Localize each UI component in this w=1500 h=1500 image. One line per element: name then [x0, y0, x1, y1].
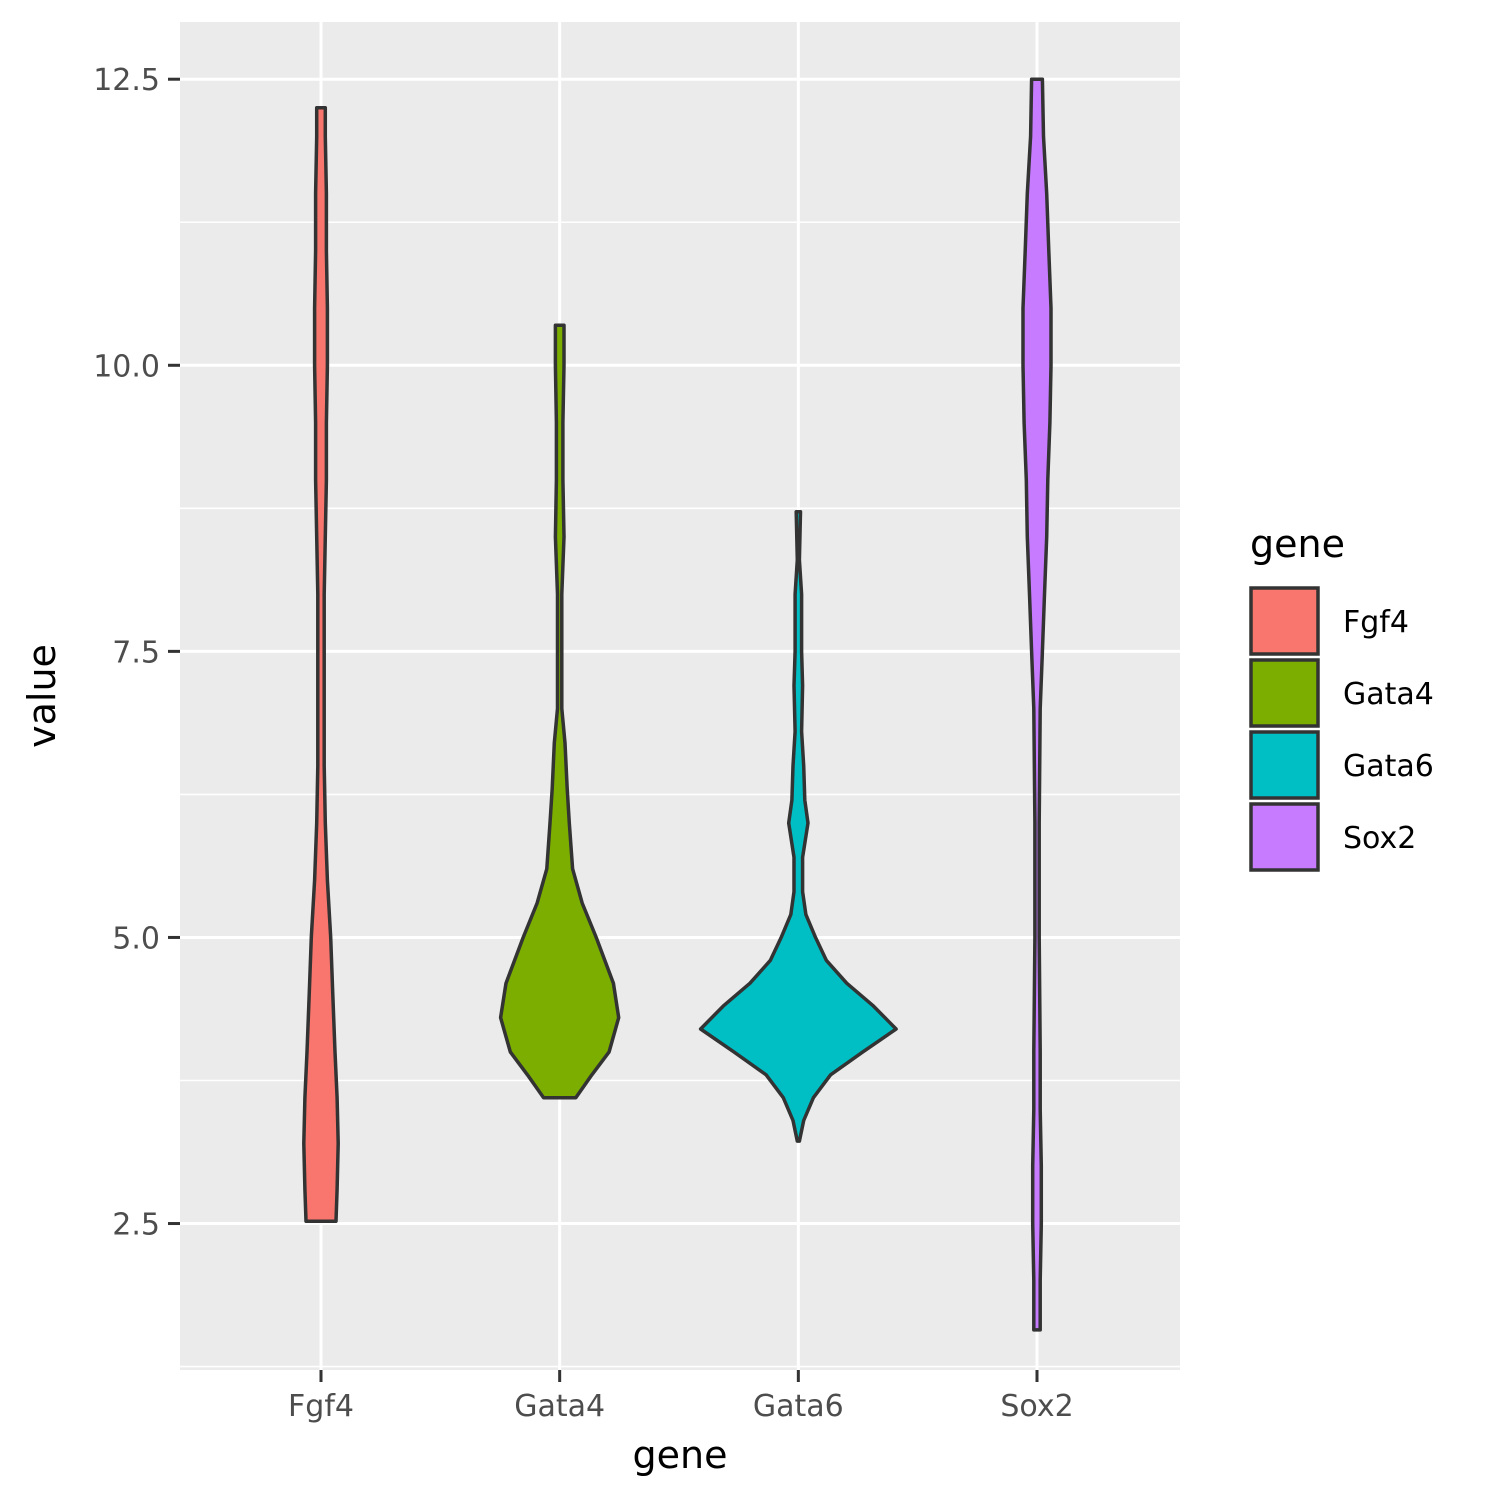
x-tick-label: Gata4: [514, 1389, 605, 1424]
plot-panel: [180, 22, 1180, 1370]
y-tick-label: 5.0: [112, 921, 160, 956]
violin-gata4: [498, 323, 621, 1100]
legend-label: Sox2: [1343, 821, 1416, 856]
legend: gene Fgf4 Gata4 Gata6 Sox2: [1249, 522, 1434, 872]
legend-label: Fgf4: [1343, 605, 1409, 640]
x-tick-label: Fgf4: [288, 1389, 354, 1424]
violins: [302, 77, 1053, 1332]
legend-label: Gata6: [1343, 749, 1434, 784]
y-axis-title: value: [20, 644, 64, 748]
x-axis: Fgf4 Gata4 Gata6 Sox2: [288, 1370, 1074, 1424]
legend-key-sox2: [1249, 802, 1320, 872]
legend-key-gata4: [1249, 658, 1320, 728]
y-tick-label: 2.5: [112, 1208, 160, 1243]
x-axis-title: gene: [633, 1433, 728, 1477]
violin-gata6: [698, 510, 898, 1143]
x-tick-label: Sox2: [1000, 1389, 1073, 1424]
legend-title: gene: [1250, 522, 1345, 566]
legend-key-fgf4: [1249, 586, 1320, 656]
x-tick-label: Gata6: [753, 1389, 844, 1424]
violin-sox2: [1021, 77, 1053, 1332]
y-tick-label: 7.5: [112, 635, 160, 670]
legend-key-gata6: [1249, 730, 1320, 800]
legend-label: Gata4: [1343, 677, 1434, 712]
y-axis: 2.5 5.0 7.5 10.0 12.5: [93, 63, 180, 1243]
violin-fgf4: [302, 106, 340, 1223]
y-tick-label: 12.5: [93, 63, 160, 98]
y-tick-label: 10.0: [93, 349, 160, 384]
